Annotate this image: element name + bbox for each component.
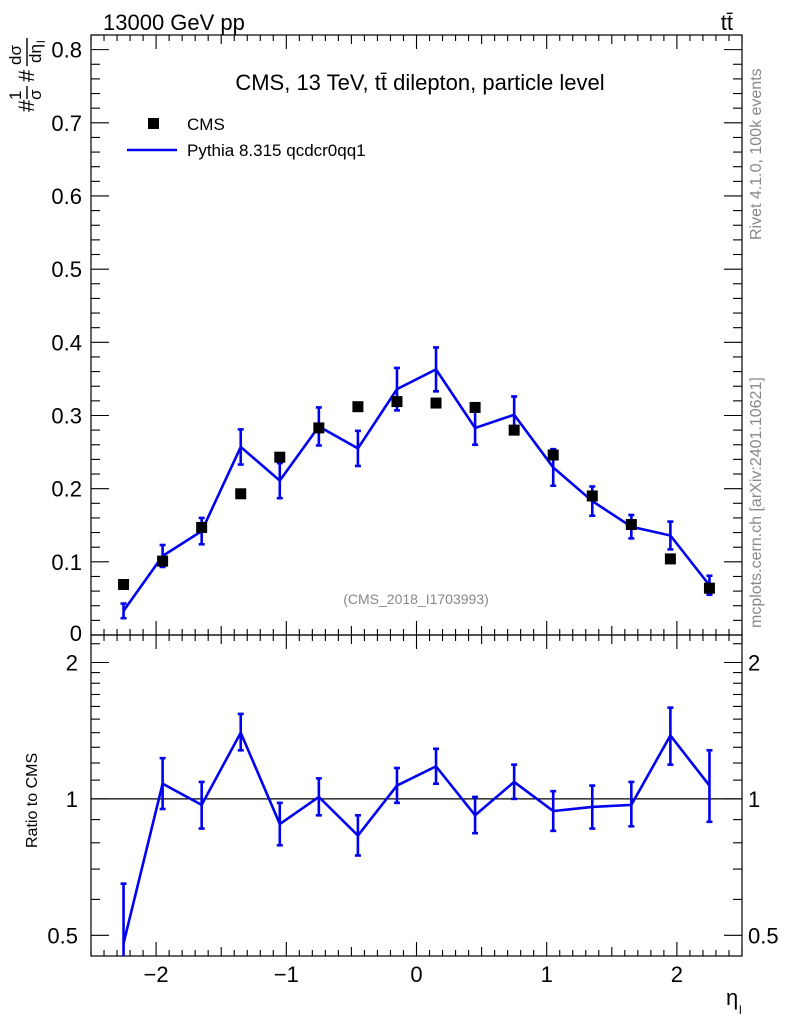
ratio-y-tick-label-right: 0.5 [748, 923, 779, 948]
ratio-y-tick-label-left: 2 [66, 650, 78, 675]
main-y-tick-label: 0.5 [51, 257, 82, 282]
ylabel-hash-1: # [14, 99, 39, 112]
main-y-tick-label: 0 [70, 621, 82, 646]
main-panel: CMS, 13 TeV, tt̄ dilepton, particle leve… [6, 34, 743, 646]
process-label: tt̄ [721, 10, 733, 35]
ylabel-num-1: 1 [6, 91, 25, 100]
ratio-series [91, 706, 742, 956]
cms-data-point [352, 401, 364, 413]
cms-data-point [664, 553, 676, 565]
ratio-panel: Ratio to CMS η l −2 −1 0 1 2 0.5 0.5 1 1 2 2 [24, 634, 779, 1017]
ylabel-den-2: dη [26, 44, 45, 63]
ylabel-num-2: dσ [6, 45, 25, 65]
x-tick-label: 1 [541, 962, 553, 987]
legend-marker-cms [148, 118, 159, 129]
site-label: mcplots.cern.ch [arXiv:2401.10621] [748, 377, 765, 628]
main-y-tick-label: 0.7 [51, 111, 82, 136]
legend-label-pythia: Pythia 8.315 qcdcr0qq1 [187, 141, 366, 160]
main-y-tick-label: 0.6 [51, 184, 82, 209]
energy-label: 13000 GeV pp [103, 10, 245, 35]
x-tick-label: −2 [144, 962, 169, 987]
cms-data-point [469, 401, 481, 413]
cms-data-point [313, 422, 325, 434]
ylabel-den-1: σ [26, 89, 45, 100]
main-y-axis-label: # 1 σ # dσ dη l [6, 38, 48, 112]
ratio-plot-frame [90, 634, 743, 957]
x-tick-label: 2 [671, 962, 683, 987]
ratio-y-tick-label-right: 1 [748, 787, 760, 812]
mc-series-line [122, 367, 711, 612]
main-y-tick-label: 0.1 [51, 550, 82, 575]
cms-data-point [274, 451, 286, 463]
cms-data-point [703, 582, 715, 594]
ylabel-hash-2: # [14, 69, 39, 82]
main-y-tick-label: 0.8 [51, 38, 82, 63]
rivet-label: Rivet 4.1.0, 100k events [748, 68, 765, 240]
ratio-axes: −2 −1 0 1 2 0.5 0.5 1 1 2 2 [47, 635, 779, 987]
main-plot-title: CMS, 13 TeV, tt̄ dilepton, particle leve… [235, 70, 604, 95]
cms-data-point [157, 555, 169, 567]
cms-data-point [391, 396, 403, 408]
cms-data-point [235, 488, 247, 500]
x-tick-label: 0 [410, 962, 422, 987]
ratio-y-tick-label-left: 1 [66, 787, 78, 812]
legend-label-cms: CMS [187, 115, 225, 134]
cms-data-point [430, 397, 442, 409]
cms-data-point [508, 424, 520, 436]
x-axis-label-sub: l [739, 1003, 742, 1017]
cms-data-point [625, 519, 637, 531]
cms-data-point [547, 449, 559, 461]
ylabel-sub: l [34, 40, 48, 43]
reference-annotation: (CMS_2018_I1703993) [343, 591, 489, 607]
x-axis-label: η [726, 985, 738, 1010]
main-axes: 0 0.1 0.2 0.3 0.4 0.5 0.6 0.7 0.8 [51, 34, 743, 646]
ratio-y-tick-label-right: 2 [748, 650, 760, 675]
main-y-tick-label: 0.2 [51, 477, 82, 502]
cms-data-point [586, 490, 598, 502]
main-y-tick-label: 0.4 [51, 330, 82, 355]
legend: CMS Pythia 8.315 qcdcr0qq1 [127, 115, 366, 160]
cms-data-point [196, 521, 208, 533]
ratio-y-tick-label-left: 0.5 [47, 923, 78, 948]
ratio-y-axis-label: Ratio to CMS [24, 753, 41, 848]
ratio-series-line [122, 729, 711, 944]
main-series [118, 346, 715, 620]
cms-data-point [118, 579, 130, 591]
main-y-tick-label: 0.3 [51, 403, 82, 428]
x-tick-label: −1 [274, 962, 299, 987]
